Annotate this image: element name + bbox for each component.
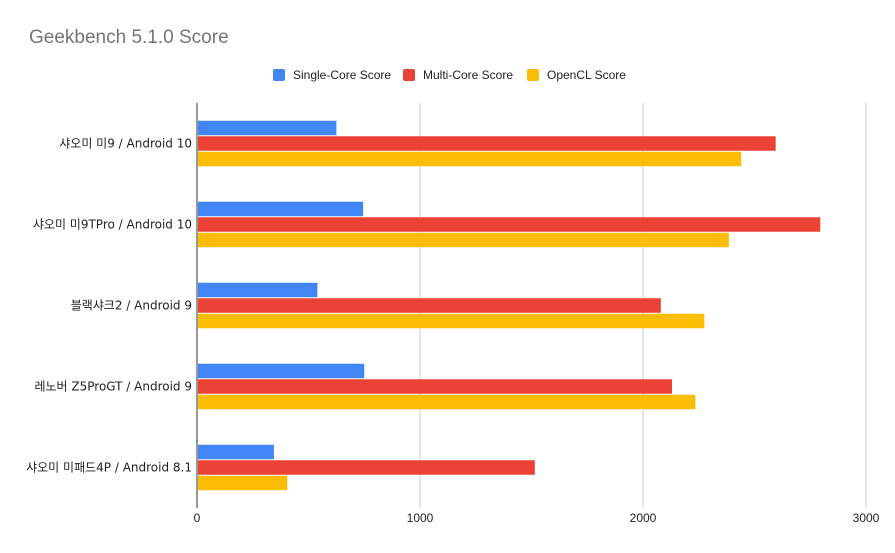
- bar-single-core: [198, 201, 364, 217]
- bar-multi-core: [198, 217, 821, 232]
- x-tick-label-1000: 1000: [407, 511, 434, 525]
- chart-title: Geekbench 5.1.0 Score: [29, 27, 229, 48]
- legend-swatch-multi-core: [403, 69, 415, 81]
- bar-opencl: [198, 232, 729, 248]
- legend-swatch-single-core: [273, 69, 285, 81]
- bar-opencl: [198, 151, 742, 167]
- legend-item-opencl: OpenCL Score: [527, 68, 626, 82]
- x-tick-label-0: 0: [194, 511, 201, 525]
- bar-single-core: [198, 363, 365, 379]
- category-label: 샤오미 미9 / Android 10: [59, 137, 192, 151]
- legend-label-multi-core: Multi-Core Score: [423, 68, 514, 82]
- bar-single-core: [198, 444, 274, 460]
- bar-multi-core: [198, 136, 776, 151]
- legend-swatch-opencl: [527, 69, 539, 81]
- bar-opencl: [198, 475, 288, 491]
- bar-single-core: [198, 282, 318, 298]
- bar-opencl: [198, 394, 696, 410]
- category-label: 블랙샤크2 / Android 9: [71, 299, 192, 313]
- legend-item-multi-core: Multi-Core Score: [403, 68, 513, 82]
- bar-multi-core: [198, 379, 672, 394]
- x-tick-label-3000: 3000: [853, 511, 880, 525]
- legend-label-opencl: OpenCL Score: [547, 68, 626, 82]
- bar-single-core: [198, 120, 337, 136]
- legend-item-single-core: Single-Core Score: [273, 68, 391, 82]
- category-label: 샤오미 미9TPro / Android 10: [33, 218, 192, 232]
- x-tick-label-2000: 2000: [630, 511, 657, 525]
- category-label: 샤오미 미패드4P / Android 8.1: [26, 461, 192, 475]
- bar-multi-core: [198, 460, 535, 475]
- legend-label-single-core: Single-Core Score: [293, 68, 392, 82]
- bar-multi-core: [198, 298, 661, 313]
- bar-opencl: [198, 313, 705, 329]
- legend: Single-Core Score Multi-Core Score OpenC…: [0, 68, 895, 88]
- category-label: 레노버 Z5ProGT / Android 9: [34, 380, 192, 394]
